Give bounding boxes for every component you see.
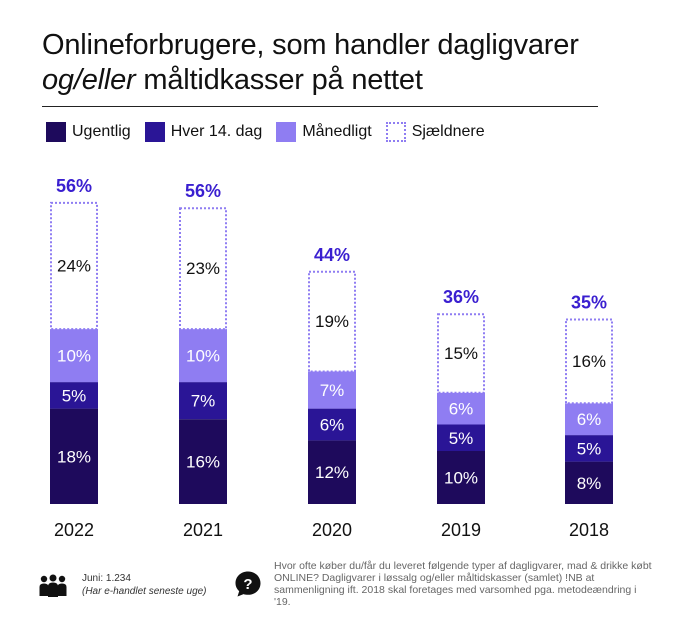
segment-label-maanedligt-2019: 6%: [449, 400, 474, 419]
segment-label-hver-14-dag-2021: 7%: [191, 392, 216, 411]
segment-label-sjaeldnere-2020: 19%: [315, 312, 349, 331]
bar-segment-ugentlig-2018: [565, 461, 613, 504]
legend-label: Hver 14. dag: [170, 123, 263, 140]
legend: Ugentlig Hver 14. dag Månedligt Sjældner…: [46, 122, 499, 142]
svg-text:?: ?: [243, 576, 252, 593]
survey-question: Hvor ofte køber du/får du leveret følgen…: [274, 560, 652, 608]
segment-label-ugentlig-2022: 18%: [57, 447, 91, 466]
total-label-2018: 35%: [571, 293, 607, 313]
legend-label: Månedligt: [302, 123, 372, 140]
segment-label-ugentlig-2018: 8%: [577, 474, 602, 493]
chart-title: Onlineforbrugere, som handler dagligvare…: [42, 28, 642, 98]
segment-label-sjaeldnere-2021: 23%: [186, 259, 220, 278]
x-tick-label-2019: 2019: [441, 520, 481, 540]
legend-item-ugentlig: Ugentlig: [46, 122, 131, 142]
sample-text: Juni: 1.234 (Har e-handlet seneste uge): [82, 572, 207, 598]
legend-item-sjaeldnere: Sjældnere: [385, 122, 485, 142]
sample-size: Juni: 1.234: [82, 573, 131, 584]
segment-label-hver-14-dag-2019: 5%: [449, 429, 474, 448]
question-bubble-icon: ?: [235, 571, 261, 597]
segment-label-maanedligt-2020: 7%: [320, 381, 345, 400]
bar-segment-maanedligt-2021: [179, 329, 227, 383]
bar-segment-hver-14-dag-2021: [179, 382, 227, 420]
legend-item-hver-14-dag: Hver 14. dag: [144, 122, 263, 142]
title-line-2: og/eller måltidkasser på nettet: [42, 63, 642, 98]
bar-segment-hver-14-dag-2019: [437, 424, 485, 451]
legend-item-maanedligt: Månedligt: [276, 122, 372, 142]
legend-label: Ugentlig: [72, 123, 131, 140]
bar-segment-hver-14-dag-2018: [565, 435, 613, 462]
title-divider: [42, 106, 598, 107]
bar-segment-sjaeldnere-2019: [437, 313, 485, 394]
total-label-2020: 44%: [314, 245, 350, 265]
sample-note: (Har e-handlet seneste uge): [82, 586, 207, 597]
total-label-2022: 56%: [56, 176, 92, 196]
total-label-2019: 36%: [443, 287, 479, 307]
x-tick-label-2022: 2022: [54, 520, 94, 540]
legend-swatch-sjaeldnere: [385, 122, 406, 142]
bar-segment-ugentlig-2020: [308, 440, 356, 504]
bar-segment-maanedligt-2018: [565, 403, 613, 436]
segment-label-maanedligt-2021: 10%: [186, 347, 220, 366]
title-rest-part: måltidkasser på nettet: [135, 64, 423, 96]
segment-label-sjaeldnere-2018: 16%: [572, 352, 606, 371]
bar-segment-ugentlig-2021: [179, 419, 227, 504]
bar-segment-ugentlig-2022: [50, 408, 98, 504]
segment-label-ugentlig-2020: 12%: [315, 463, 349, 482]
question-info: ? Hvor ofte køber du/får du leveret følg…: [234, 560, 654, 608]
segment-label-sjaeldnere-2019: 15%: [444, 344, 478, 363]
legend-swatch-maanedligt: [276, 122, 297, 142]
segment-label-ugentlig-2019: 10%: [444, 469, 478, 488]
bar-segment-sjaeldnere-2020: [308, 270, 356, 373]
x-tick-label-2018: 2018: [569, 520, 609, 540]
stacked-bar-chart: 18% 5% 10% 24% 56% 2022 16% 7% 10% 23% 56% 2021 12% 6…: [50, 176, 613, 540]
segment-label-hver-14-dag-2018: 5%: [577, 439, 602, 458]
bar-segment-sjaeldnere-2018: [565, 318, 613, 405]
people-group-icon: [39, 574, 67, 597]
bar-segment-maanedligt-2020: [308, 371, 356, 409]
segment-label-hver-14-dag-2022: 5%: [62, 386, 87, 405]
legend-swatch-hver-14-dag: [144, 122, 165, 142]
x-tick-label-2020: 2020: [312, 520, 352, 540]
legend-swatch-ugentlig: [46, 122, 66, 142]
segment-label-maanedligt-2018: 6%: [577, 410, 602, 429]
segment-label-hver-14-dag-2020: 6%: [320, 416, 345, 435]
legend-label: Sjældnere: [411, 123, 485, 140]
segment-label-ugentlig-2021: 16%: [186, 453, 220, 472]
bar-segment-maanedligt-2022: [50, 329, 98, 383]
bar-segment-ugentlig-2019: [437, 451, 485, 504]
title-line-1: Onlineforbrugere, som handler dagligvare…: [42, 29, 579, 61]
bar-segment-hver-14-dag-2020: [308, 408, 356, 441]
bar-segment-hver-14-dag-2022: [50, 382, 98, 409]
segment-label-maanedligt-2022: 10%: [57, 347, 91, 366]
segment-label-sjaeldnere-2022: 24%: [57, 257, 91, 276]
title-italic-part: og/eller: [42, 64, 136, 96]
bar-segment-sjaeldnere-2021: [179, 207, 227, 331]
bar-segment-maanedligt-2019: [437, 392, 485, 425]
total-label-2021: 56%: [185, 181, 221, 201]
bar-segment-sjaeldnere-2022: [50, 201, 98, 331]
x-tick-label-2021: 2021: [183, 520, 223, 540]
sample-info: Juni: 1.234 (Har e-handlet seneste uge): [38, 572, 207, 598]
